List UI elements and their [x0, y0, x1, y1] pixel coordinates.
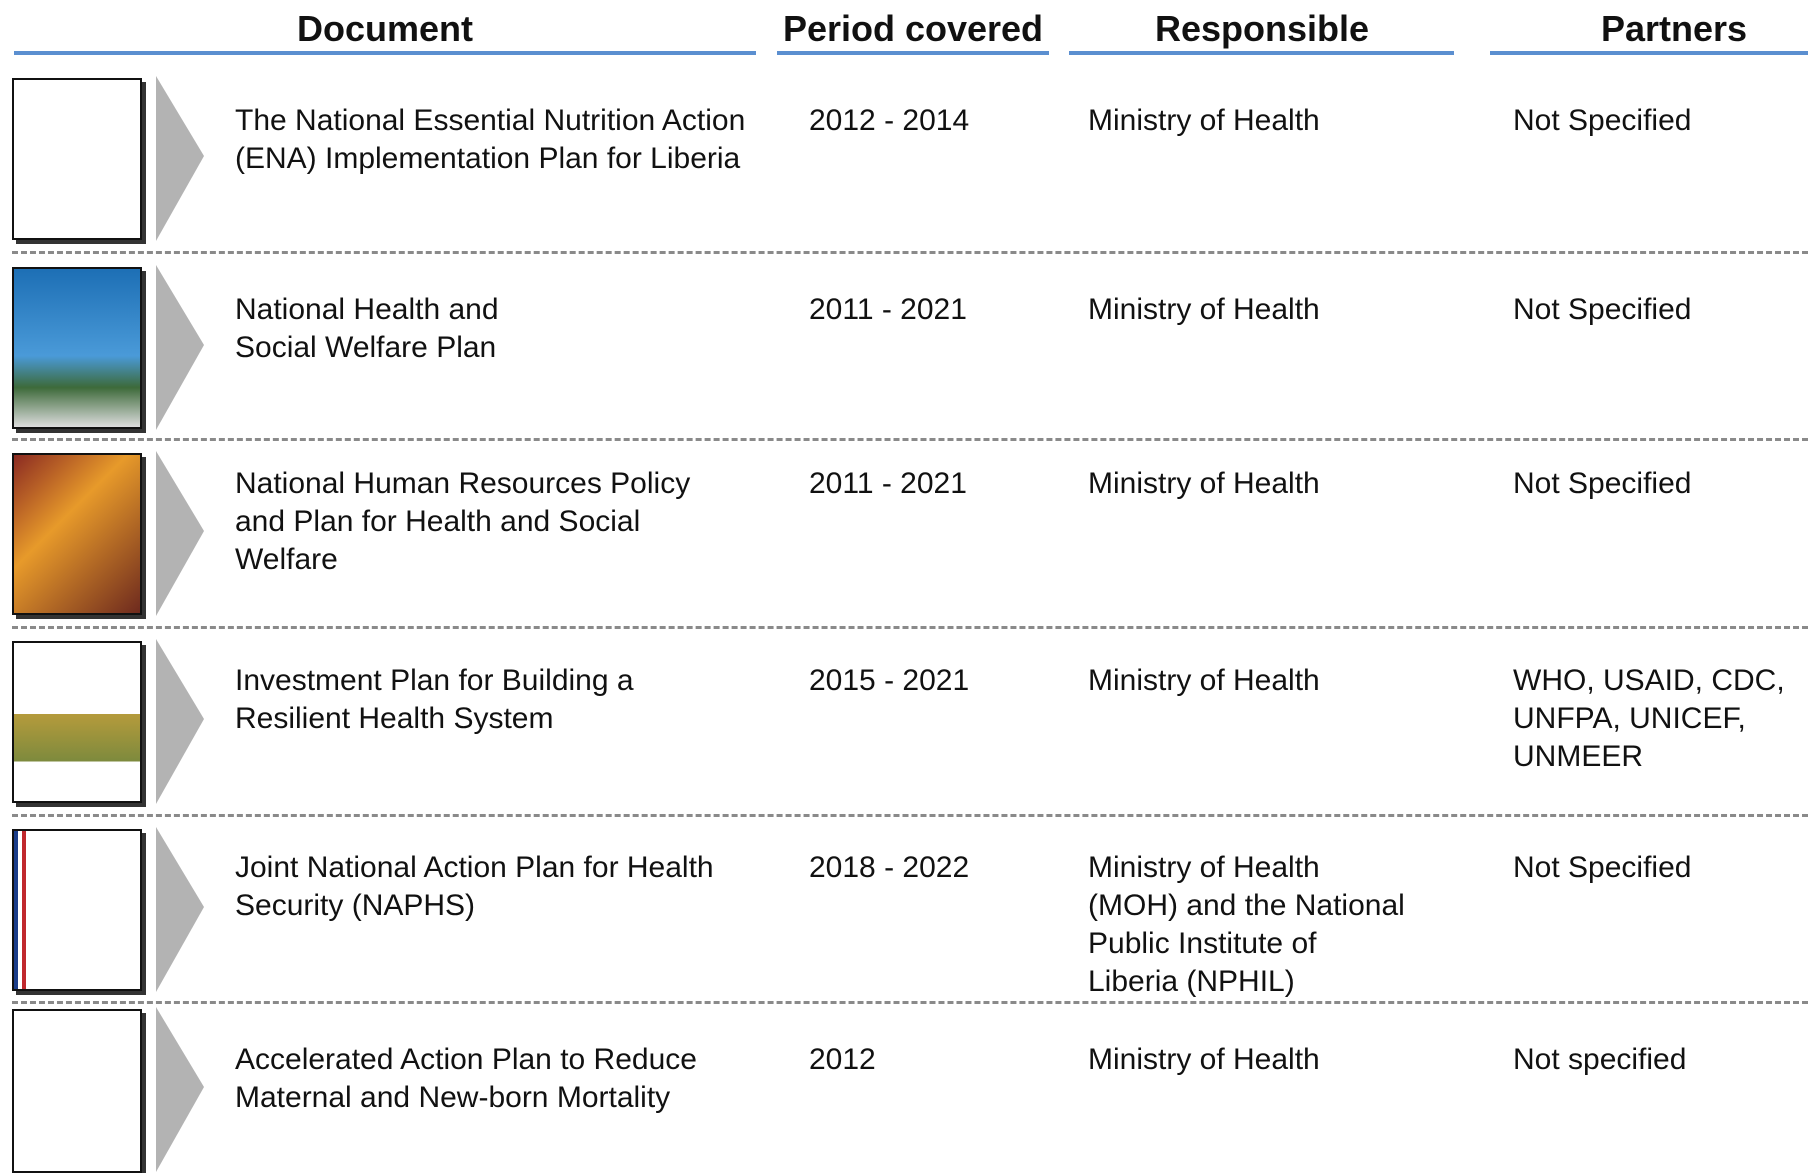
row-arrow — [156, 1007, 206, 1172]
header-underline — [1069, 51, 1454, 55]
column-header: Document — [185, 8, 585, 50]
row-separator — [12, 814, 1808, 817]
partners: WHO, USAID, CDC, — [1513, 662, 1785, 700]
period: 2015 - 2021 — [809, 662, 969, 700]
partners: Not specified — [1513, 1041, 1686, 1079]
document-cover — [12, 267, 142, 429]
responsible: Liberia (NPHIL) — [1088, 963, 1295, 1001]
header-underline — [777, 51, 1049, 55]
document-title: Welfare — [235, 541, 338, 579]
responsible: Public Institute of — [1088, 925, 1316, 963]
row-separator — [12, 1001, 1808, 1004]
document-title: National Health and — [235, 291, 499, 329]
row-arrow — [156, 827, 206, 992]
column-header: Responsible — [1062, 8, 1462, 50]
partners: Not Specified — [1513, 465, 1691, 503]
period: 2018 - 2022 — [809, 849, 969, 887]
document-cover — [12, 78, 142, 240]
partners: Not Specified — [1513, 291, 1691, 329]
document-cover — [12, 1009, 142, 1173]
responsible: Ministry of Health — [1088, 291, 1320, 329]
column-header: Partners — [1524, 8, 1808, 50]
period: 2012 - 2014 — [809, 102, 969, 140]
partners: Not Specified — [1513, 849, 1691, 887]
partners: Not Specified — [1513, 102, 1691, 140]
responsible: Ministry of Health — [1088, 849, 1320, 887]
slide: Document Period covered Responsible Part… — [0, 0, 1808, 1169]
row-separator — [12, 438, 1808, 441]
partners: UNFPA, UNICEF, — [1513, 700, 1746, 738]
document-title: Security (NAPHS) — [235, 887, 475, 925]
row-arrow — [156, 265, 206, 430]
document-title: National Human Resources Policy — [235, 465, 690, 503]
period: 2011 - 2021 — [809, 465, 967, 503]
partners: UNMEER — [1513, 738, 1643, 776]
column-header: Period covered — [763, 8, 1063, 50]
document-title: Resilient Health System — [235, 700, 553, 738]
responsible: (MOH) and the National — [1088, 887, 1405, 925]
period: 2012 — [809, 1041, 876, 1079]
document-title: and Plan for Health and Social — [235, 503, 640, 541]
document-title: Maternal and New-born Mortality — [235, 1079, 670, 1117]
document-title: (ENA) Implementation Plan for Liberia — [235, 140, 740, 178]
responsible: Ministry of Health — [1088, 102, 1320, 140]
row-separator — [12, 626, 1808, 629]
row-arrow — [156, 76, 206, 241]
document-cover — [12, 829, 142, 991]
header-underline — [14, 51, 756, 55]
header-underline — [1490, 51, 1808, 55]
period: 2011 - 2021 — [809, 291, 967, 329]
document-cover — [12, 641, 142, 803]
document-title: Investment Plan for Building a — [235, 662, 634, 700]
responsible: Ministry of Health — [1088, 1041, 1320, 1079]
row-arrow — [156, 451, 206, 616]
responsible: Ministry of Health — [1088, 465, 1320, 503]
document-title: Social Welfare Plan — [235, 329, 496, 367]
document-title: Joint National Action Plan for Health — [235, 849, 714, 887]
document-title: Accelerated Action Plan to Reduce — [235, 1041, 697, 1079]
document-title: The National Essential Nutrition Action — [235, 102, 745, 140]
responsible: Ministry of Health — [1088, 662, 1320, 700]
document-cover — [12, 453, 142, 615]
row-separator — [12, 251, 1808, 254]
row-arrow — [156, 639, 206, 804]
